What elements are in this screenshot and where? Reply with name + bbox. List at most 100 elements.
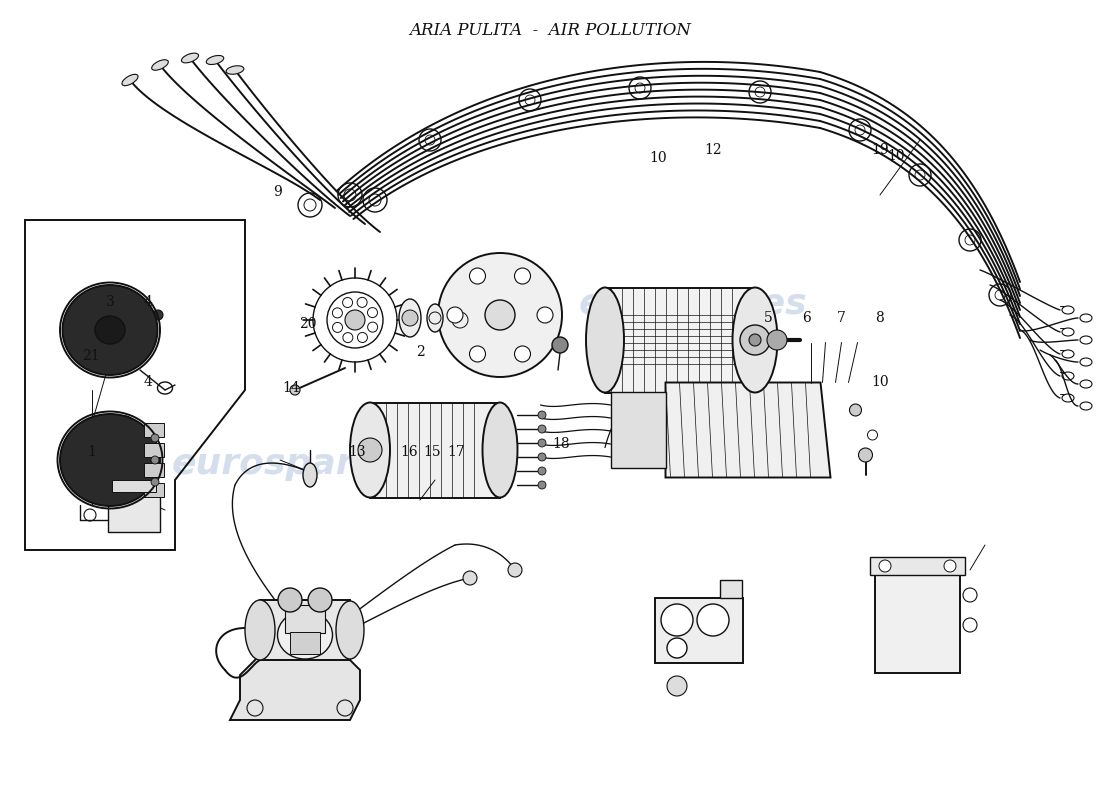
Circle shape: [667, 676, 688, 696]
Ellipse shape: [227, 66, 244, 74]
Ellipse shape: [60, 414, 160, 506]
Circle shape: [470, 346, 485, 362]
Circle shape: [661, 604, 693, 636]
Ellipse shape: [95, 316, 125, 344]
Ellipse shape: [106, 416, 144, 504]
Bar: [285, 605, 324, 633]
Ellipse shape: [483, 402, 517, 498]
Bar: [610, 392, 665, 468]
Bar: [370, 402, 500, 498]
Bar: [112, 480, 156, 492]
Ellipse shape: [206, 55, 223, 65]
Text: 2: 2: [416, 345, 425, 359]
Text: 21: 21: [82, 349, 100, 363]
Bar: [874, 575, 960, 673]
Text: 8: 8: [876, 311, 884, 326]
Text: 12: 12: [704, 143, 722, 158]
Ellipse shape: [302, 463, 317, 487]
Text: 17: 17: [448, 445, 465, 459]
Bar: [260, 600, 350, 660]
Text: 10: 10: [871, 375, 889, 390]
Circle shape: [151, 434, 160, 442]
Circle shape: [438, 253, 562, 377]
Circle shape: [537, 307, 553, 323]
Circle shape: [749, 334, 761, 346]
Ellipse shape: [152, 60, 168, 70]
Ellipse shape: [122, 74, 138, 86]
Bar: [108, 490, 159, 532]
Circle shape: [290, 385, 300, 395]
Ellipse shape: [182, 53, 199, 63]
Circle shape: [858, 448, 872, 462]
Circle shape: [278, 588, 303, 612]
Bar: [144, 483, 164, 497]
Circle shape: [849, 404, 861, 416]
Text: 9: 9: [273, 185, 282, 199]
Text: eurospares: eurospares: [172, 447, 400, 481]
Ellipse shape: [427, 304, 443, 332]
Ellipse shape: [63, 285, 157, 375]
Ellipse shape: [733, 287, 778, 393]
Text: 10: 10: [888, 149, 905, 163]
Circle shape: [402, 310, 418, 326]
Circle shape: [515, 346, 530, 362]
Circle shape: [485, 300, 515, 330]
Bar: [144, 463, 164, 477]
Text: 5: 5: [763, 311, 772, 326]
Circle shape: [538, 411, 546, 419]
Bar: [654, 598, 743, 663]
Ellipse shape: [108, 287, 143, 373]
Text: 1: 1: [87, 445, 96, 459]
Circle shape: [308, 588, 332, 612]
Text: 13: 13: [349, 445, 366, 459]
Circle shape: [470, 268, 485, 284]
Text: 3: 3: [106, 295, 114, 310]
Ellipse shape: [277, 611, 332, 659]
Text: 16: 16: [400, 445, 418, 459]
Circle shape: [538, 453, 546, 461]
Circle shape: [740, 325, 770, 355]
Text: 10: 10: [649, 151, 667, 166]
Circle shape: [508, 563, 522, 577]
Text: 4: 4: [144, 295, 153, 310]
Bar: [605, 287, 755, 393]
Ellipse shape: [245, 600, 275, 660]
Circle shape: [697, 604, 729, 636]
Text: ARIA PULITA  -  AIR POLLUTION: ARIA PULITA - AIR POLLUTION: [409, 22, 691, 39]
Bar: [290, 632, 320, 654]
Circle shape: [515, 268, 530, 284]
Text: 20: 20: [299, 317, 317, 331]
Circle shape: [538, 425, 546, 433]
Bar: [720, 580, 742, 598]
Circle shape: [153, 310, 163, 320]
Bar: [870, 557, 965, 575]
Text: eurospares: eurospares: [579, 287, 807, 321]
Text: 15: 15: [424, 445, 441, 459]
Ellipse shape: [399, 299, 421, 337]
Polygon shape: [230, 655, 360, 720]
Circle shape: [463, 571, 477, 585]
Ellipse shape: [350, 402, 390, 498]
Ellipse shape: [586, 287, 624, 393]
Ellipse shape: [336, 601, 364, 659]
Circle shape: [767, 330, 786, 350]
Text: 19: 19: [871, 143, 889, 158]
Text: 4: 4: [144, 375, 153, 390]
Text: 6: 6: [802, 311, 811, 326]
Circle shape: [358, 438, 382, 462]
Bar: [144, 443, 164, 457]
Circle shape: [879, 560, 891, 572]
Circle shape: [538, 467, 546, 475]
Circle shape: [944, 560, 956, 572]
Circle shape: [538, 439, 546, 447]
Circle shape: [151, 478, 160, 486]
Circle shape: [151, 456, 160, 464]
Circle shape: [447, 307, 463, 323]
Text: 14: 14: [283, 381, 300, 395]
Text: 7: 7: [837, 311, 846, 326]
Bar: [144, 423, 164, 437]
Text: 18: 18: [552, 437, 570, 451]
Circle shape: [552, 337, 568, 353]
Circle shape: [345, 310, 365, 330]
Circle shape: [538, 481, 546, 489]
